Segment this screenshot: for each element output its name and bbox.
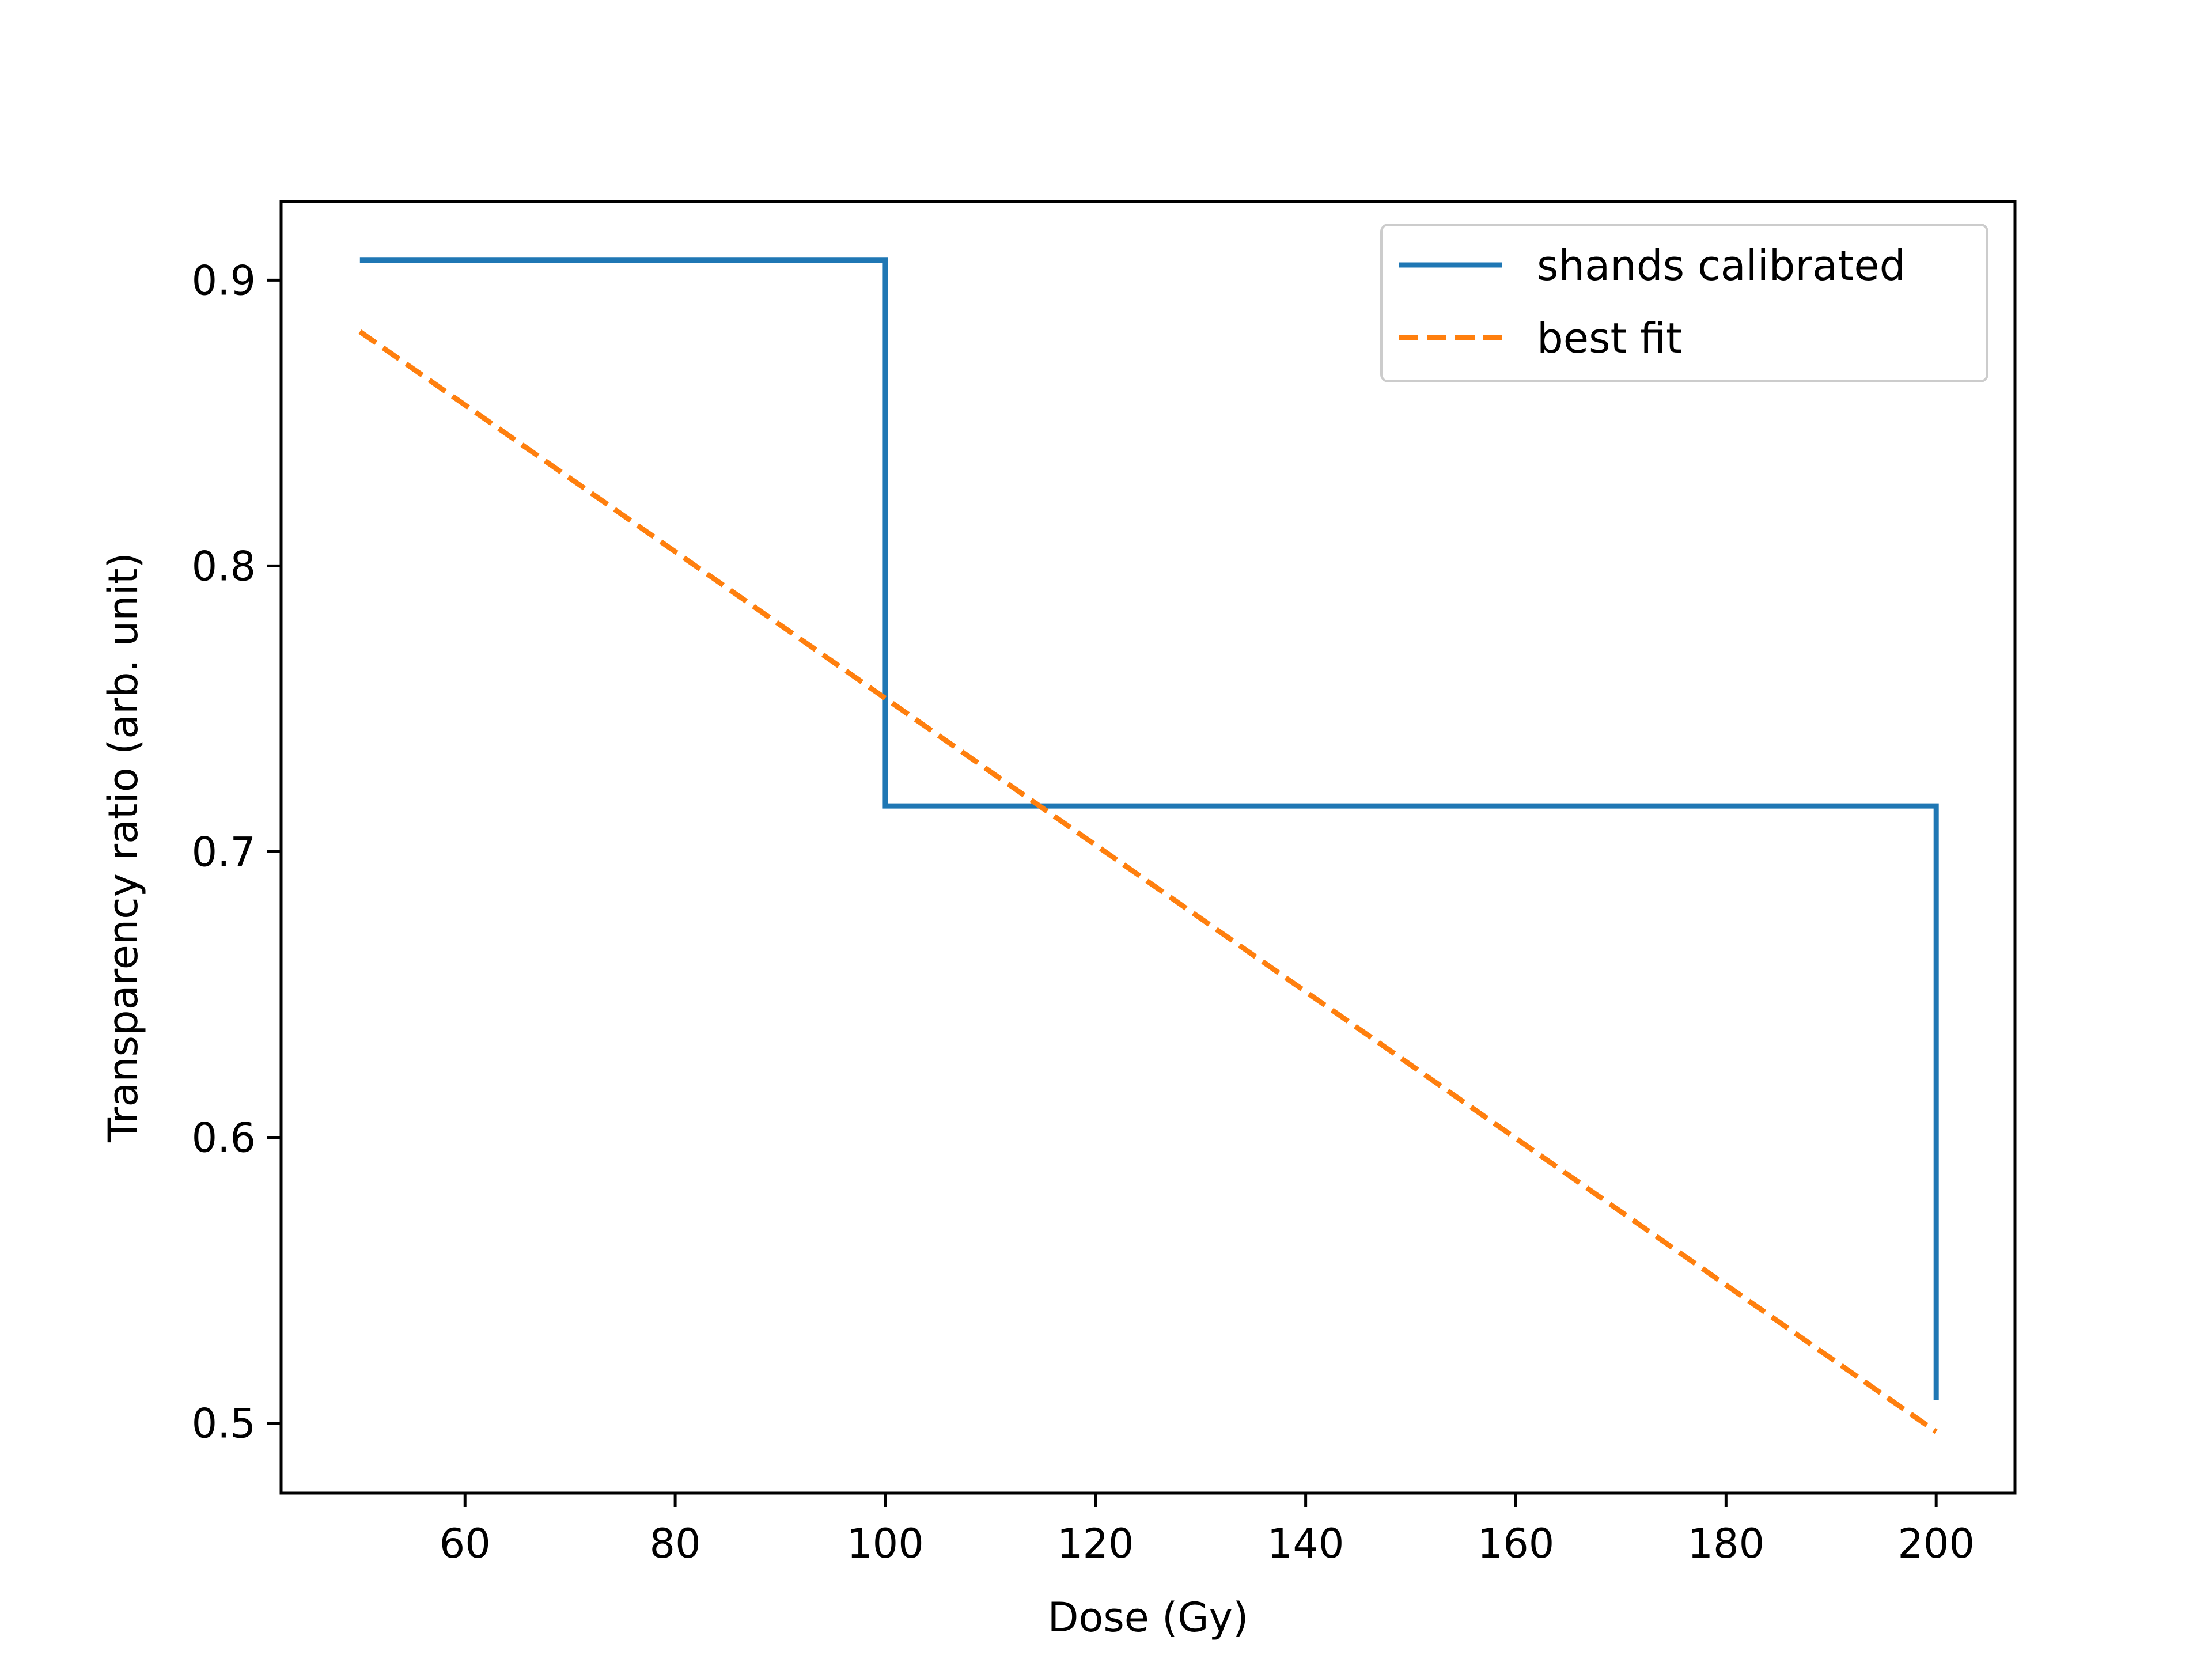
- x-tick-label: 100: [847, 1520, 924, 1567]
- x-axis-label: Dose (Gy): [1048, 1594, 1249, 1641]
- y-tick-label: 0.8: [192, 543, 256, 590]
- plot-area: [281, 202, 2015, 1493]
- y-tick-label: 0.7: [192, 828, 256, 876]
- y-axis-label: Transparency ratio (arb. unit): [100, 552, 147, 1143]
- x-tick-label: 200: [1897, 1520, 1975, 1567]
- legend-label-best-fit: best fit: [1537, 314, 1682, 362]
- x-tick-label: 180: [1688, 1520, 1765, 1567]
- x-tick-label: 160: [1478, 1520, 1555, 1567]
- x-tick-label: 60: [440, 1520, 491, 1567]
- y-tick-label: 0.6: [192, 1114, 256, 1161]
- y-tick-label: 0.5: [192, 1400, 256, 1447]
- x-tick-label: 140: [1267, 1520, 1344, 1567]
- y-tick-label: 0.9: [192, 257, 256, 304]
- x-tick-label: 120: [1057, 1520, 1134, 1567]
- x-tick-label: 80: [650, 1520, 701, 1567]
- legend-label-shands-calibrated: shands calibrated: [1537, 241, 1906, 290]
- legend: shands calibrated best fit: [1381, 225, 1987, 381]
